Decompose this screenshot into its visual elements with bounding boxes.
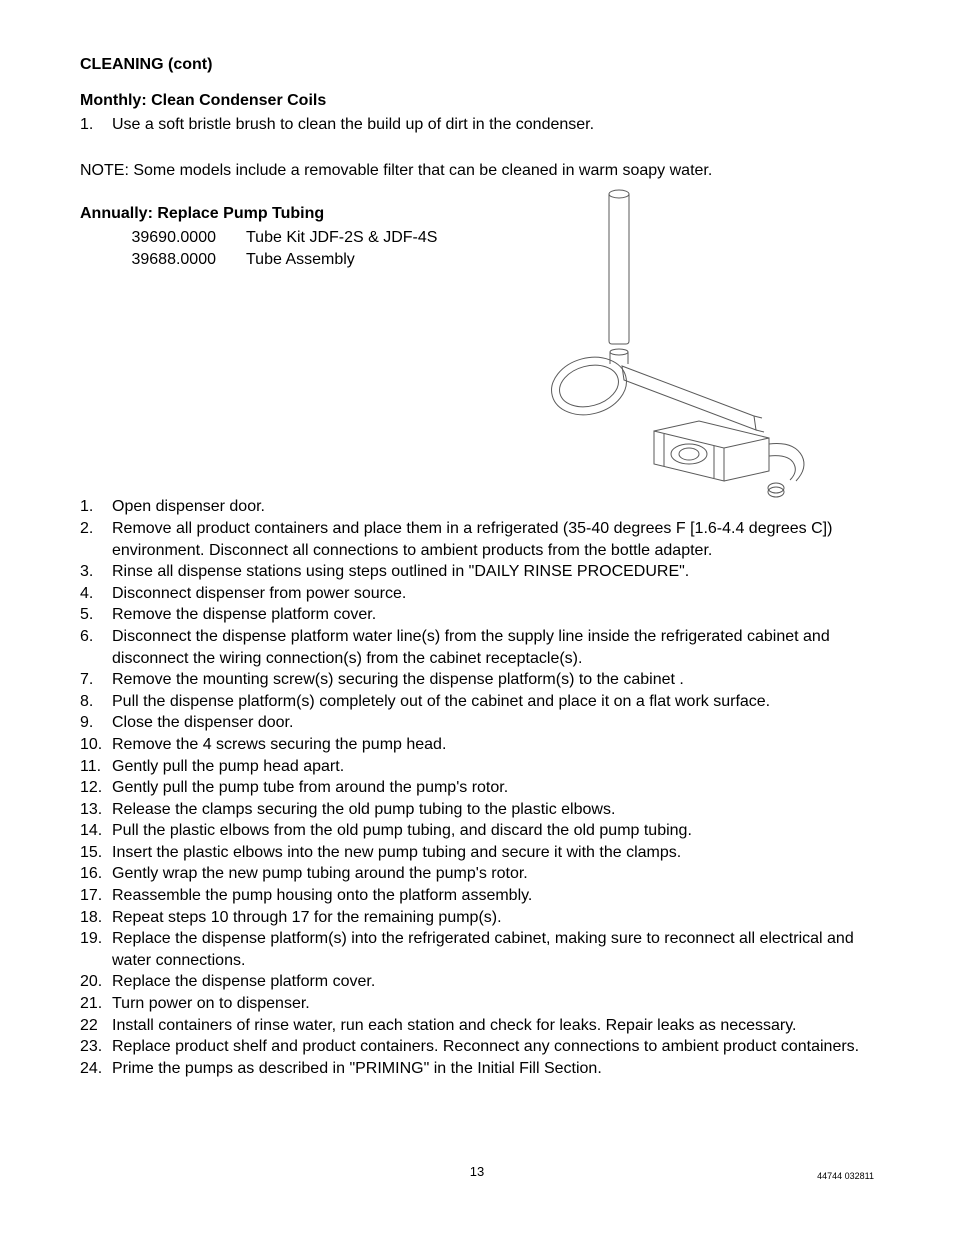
step-text: Replace product shelf and product contai… [112,1036,874,1058]
note-text: NOTE: Some models include a removable fi… [80,160,874,182]
step-num: 12. [80,777,112,799]
page-number: 13 [470,1164,484,1179]
step-text: Release the clamps securing the old pump… [112,799,874,821]
section-title: CLEANING (cont) [80,56,874,74]
monthly-step-text: Use a soft bristle brush to clean the bu… [112,114,594,136]
step-num: 16. [80,863,112,885]
step-text: Install containers of rinse water, run e… [112,1015,874,1037]
step-item: 13.Release the clamps securing the old p… [80,799,874,821]
step-num: 8. [80,691,112,713]
step-item: 20.Replace the dispense platform cover. [80,971,874,993]
step-item: 10.Remove the 4 screws securing the pump… [80,734,874,756]
step-num: 13. [80,799,112,821]
step-item: 19.Replace the dispense platform(s) into… [80,928,874,971]
step-num: 14. [80,820,112,842]
step-num: 2. [80,518,112,561]
monthly-step-num: 1. [80,114,112,136]
step-item: 23.Replace product shelf and product con… [80,1036,874,1058]
step-num: 24. [80,1058,112,1080]
step-item: 9.Close the dispenser door. [80,712,874,734]
step-text: Insert the plastic elbows into the new p… [112,842,874,864]
step-item: 5.Remove the dispense platform cover. [80,604,874,626]
step-num: 19. [80,928,112,971]
step-num: 17. [80,885,112,907]
step-item: 6.Disconnect the dispense platform water… [80,626,874,669]
step-num: 9. [80,712,112,734]
step-item: 11.Gently pull the pump head apart. [80,756,874,778]
step-num: 18. [80,907,112,929]
step-text: Repeat steps 10 through 17 for the remai… [112,907,874,929]
step-text: Reassemble the pump housing onto the pla… [112,885,874,907]
step-num: 11. [80,756,112,778]
step-text: Pull the dispense platform(s) completely… [112,691,874,713]
step-text: Pull the plastic elbows from the old pum… [112,820,874,842]
step-num: 3. [80,561,112,583]
step-num: 23. [80,1036,112,1058]
step-item: 15.Insert the plastic elbows into the ne… [80,842,874,864]
step-text: Close the dispenser door. [112,712,874,734]
doc-id: 44744 032811 [817,1171,874,1181]
steps-list: 1.Open dispenser door. 2.Remove all prod… [80,496,874,1079]
step-item: 7.Remove the mounting screw(s) securing … [80,669,874,691]
step-item: 8.Pull the dispense platform(s) complete… [80,691,874,713]
step-item: 22Install containers of rinse water, run… [80,1015,874,1037]
step-item: 18.Repeat steps 10 through 17 for the re… [80,907,874,929]
step-num: 5. [80,604,112,626]
step-item: 24.Prime the pumps as described in "PRIM… [80,1058,874,1080]
step-text: Replace the dispense platform cover. [112,971,874,993]
step-item: 16.Gently wrap the new pump tubing aroun… [80,863,874,885]
step-num: 20. [80,971,112,993]
step-text: Remove all product containers and place … [112,518,874,561]
step-text: Disconnect the dispense platform water l… [112,626,874,669]
monthly-step: 1. Use a soft bristle brush to clean the… [80,114,874,136]
step-text: Remove the mounting screw(s) securing th… [112,669,874,691]
footer: 13 [0,1163,954,1181]
step-num: 10. [80,734,112,756]
step-text: Gently pull the pump head apart. [112,756,874,778]
step-num: 22 [80,1015,112,1037]
step-num: 4. [80,583,112,605]
step-text: Turn power on to dispenser. [112,993,874,1015]
step-item: 3.Rinse all dispense stations using step… [80,561,874,583]
step-text: Remove the 4 screws securing the pump he… [112,734,874,756]
step-item: 12.Gently pull the pump tube from around… [80,777,874,799]
step-text: Gently pull the pump tube from around th… [112,777,874,799]
step-text: Remove the dispense platform cover. [112,604,874,626]
step-text: Disconnect dispenser from power source. [112,583,874,605]
step-num: 6. [80,626,112,669]
step-num: 15. [80,842,112,864]
step-item: 4.Disconnect dispenser from power source… [80,583,874,605]
part-number: 39690.0000 [126,227,246,249]
pump-assembly-icon [514,186,834,516]
step-num: 1. [80,496,112,518]
step-text: Gently wrap the new pump tubing around t… [112,863,874,885]
step-text: Replace the dispense platform(s) into th… [112,928,874,971]
step-text: Rinse all dispense stations using steps … [112,561,874,583]
pump-diagram [514,186,834,516]
step-text: Prime the pumps as described in "PRIMING… [112,1058,874,1080]
part-number: 39688.0000 [126,249,246,271]
step-item: 17.Reassemble the pump housing onto the … [80,885,874,907]
step-item: 2.Remove all product containers and plac… [80,518,874,561]
monthly-title: Monthly: Clean Condenser Coils [80,92,874,110]
step-num: 7. [80,669,112,691]
step-item: 14.Pull the plastic elbows from the old … [80,820,874,842]
step-num: 21. [80,993,112,1015]
step-item: 21.Turn power on to dispenser. [80,993,874,1015]
